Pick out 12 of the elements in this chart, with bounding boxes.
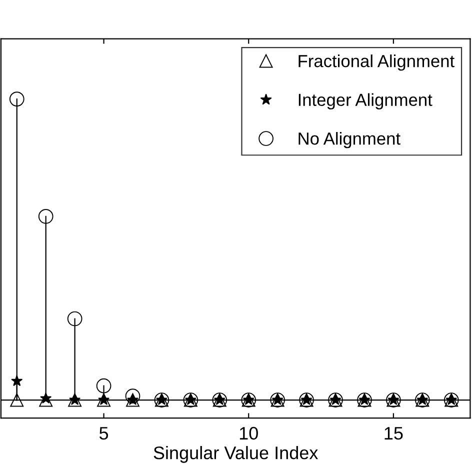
legend-label: Fractional Alignment <box>298 54 454 71</box>
legend-label: Integer Alignment <box>298 93 432 110</box>
x-tick-label: 15 <box>384 427 403 440</box>
point <box>38 209 54 224</box>
point <box>67 311 82 326</box>
point <box>125 388 140 404</box>
x-tick-label: 5 <box>99 427 108 440</box>
x-tick-label: 10 <box>240 426 258 440</box>
point <box>96 378 112 394</box>
point <box>9 92 24 106</box>
x-axis-title: Singular Value Index <box>154 446 318 463</box>
legend-label: No Alignment <box>298 132 400 148</box>
